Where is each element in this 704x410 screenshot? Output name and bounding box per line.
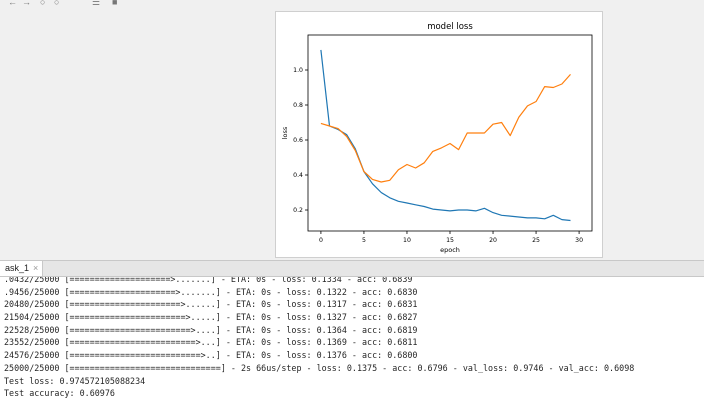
- save-icon[interactable]: ■: [112, 0, 118, 7]
- x-tick-label: 5: [362, 237, 366, 244]
- close-tab-icon[interactable]: ×: [33, 263, 39, 273]
- plot-toolbar: ← → ○ ○ ☰ ■: [0, 0, 704, 8]
- console-line: 24576/25000 [==========================>…: [4, 350, 418, 361]
- x-tick-label: 25: [532, 237, 540, 244]
- x-tick-label: 0: [319, 237, 323, 244]
- console-tab-bar: ask_1 ×: [0, 260, 704, 277]
- console-line: 21504/25000 [=======================>...…: [4, 312, 418, 323]
- x-tick-label: 15: [446, 237, 454, 244]
- console-tab-label: ask_1: [5, 263, 30, 273]
- loss-chart: model loss 0.20.40.60.81.0 0 5 10 15 20 25 30 …: [281, 22, 593, 254]
- console-line: 23552/25000 [=========================>.…: [4, 337, 418, 348]
- console-output[interactable]: .0432/25000 [====================>......…: [0, 277, 704, 410]
- y-tick-label: 0.2: [293, 207, 303, 214]
- forward-icon[interactable]: →: [22, 0, 31, 7]
- x-axis: 0 5 10 15 20 25 30: [319, 231, 583, 244]
- console-line: Test accuracy: 0.60976: [4, 388, 115, 399]
- console-line: .9456/25000 [=====================>.....…: [4, 286, 418, 297]
- configure-icon[interactable]: ☰: [92, 0, 101, 7]
- series-line-orange: [320, 73, 571, 183]
- y-axis: 0.2 0.4 0.6 0.8 1.0: [293, 67, 308, 214]
- plot-pane: model loss 0.2 0.4 0.6 0.8 1.0 0 5 10 15 20 25 30 …: [0, 8, 704, 260]
- console-line: 25000/25000 [===========================…: [4, 362, 635, 373]
- y-tick-label: 0.8: [293, 102, 303, 109]
- console-lines: .0432/25000 [====================>......…: [4, 277, 634, 400]
- plot-area-frame: [307, 34, 593, 232]
- series-lines: [320, 49, 571, 222]
- y-tick-label: 0.6: [293, 137, 303, 144]
- x-tick-label: 30: [575, 237, 583, 244]
- x-tick-label: 10: [403, 237, 411, 244]
- y-tick-label: 1.0: [293, 67, 303, 74]
- y-axis-label: loss: [281, 126, 289, 139]
- console-line: .0432/25000 [====================>......…: [4, 277, 413, 284]
- x-axis-label: epoch: [440, 246, 460, 254]
- y-tick-label: 0.4: [293, 172, 303, 179]
- x-tick-label: 20: [489, 237, 497, 244]
- back-icon[interactable]: ←: [8, 0, 17, 7]
- console-line: Test loss: 0.974572105088234: [4, 375, 146, 386]
- zoom-icon[interactable]: ○: [54, 0, 60, 7]
- console-line: 22528/25000 [========================>..…: [4, 324, 418, 335]
- chart-title: model loss: [427, 22, 473, 32]
- console-line: 20480/25000 [======================>....…: [4, 299, 418, 310]
- pan-icon[interactable]: ○: [40, 0, 46, 7]
- model-loss-figure: model loss 0.2 0.4 0.6 0.8 1.0 0 5 10 15 20 25 30 …: [275, 11, 603, 258]
- console-tab[interactable]: ask_1 ×: [0, 261, 44, 276]
